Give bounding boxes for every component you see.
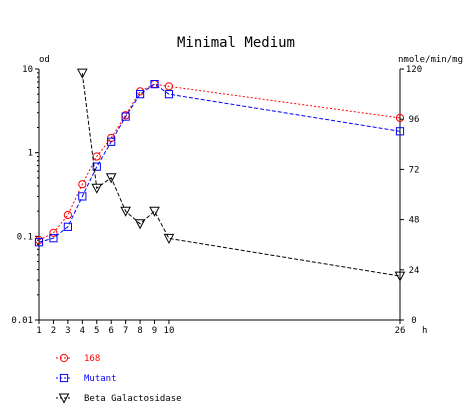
data-point: [49, 228, 58, 237]
data-point: [105, 173, 117, 184]
left-axis-tick-label: 1: [28, 149, 33, 159]
left-axis-tick-label: 0.1: [17, 232, 33, 242]
data-point: [164, 90, 174, 99]
data-point: [34, 238, 44, 247]
x-axis-tick-label: 3: [65, 326, 70, 336]
x-axis-tick-label: 8: [137, 326, 142, 336]
legend-label: Beta Galactosidase: [84, 394, 182, 404]
x-axis-tick-label: 2: [51, 326, 56, 336]
x-axis-tick-label: 7: [123, 326, 128, 336]
data-point: [394, 271, 406, 282]
legend-marker: [59, 373, 69, 383]
data-point: [120, 206, 131, 217]
x-axis-unit: h: [422, 326, 427, 336]
data-point: [135, 87, 145, 96]
left-axis-unit: od: [39, 55, 50, 65]
right-axis-tick-label: 72: [409, 165, 420, 175]
left-axis-tick-label: 0.01: [11, 316, 33, 326]
data-point: [92, 162, 101, 171]
right-axis-tick-label: 0: [411, 316, 416, 326]
series-line: [38, 83, 401, 241]
series-line: [38, 83, 401, 243]
data-point: [395, 113, 405, 123]
data-point: [63, 210, 72, 220]
right-axis-tick-label: 120: [406, 65, 422, 75]
x-axis-tick-label: 9: [152, 326, 157, 336]
left-axis-tick-label: 10: [22, 65, 33, 75]
data-point: [49, 234, 58, 243]
legend-marker: [58, 393, 70, 404]
x-axis-tick-label: 1: [36, 326, 41, 336]
right-axis-tick-label: 24: [409, 266, 420, 276]
legend-label: Mutant: [84, 374, 117, 384]
legend-marker: [59, 353, 69, 363]
data-point: [150, 79, 159, 89]
series-0: [34, 79, 405, 245]
x-axis-tick-label: 4: [80, 326, 85, 336]
data-point: [107, 137, 116, 146]
series-line: [81, 73, 401, 277]
data-point: [164, 82, 174, 91]
data-point: [395, 127, 405, 136]
series-layer: [34, 68, 406, 282]
data-point: [63, 222, 72, 231]
data-point: [78, 180, 87, 189]
data-point: [121, 112, 130, 121]
right-axis-unit: nmole/min/mg: [398, 55, 463, 65]
data-point: [163, 233, 175, 244]
x-axis-tick-label: 5: [94, 326, 99, 336]
x-axis-tick-label: 26: [395, 326, 406, 336]
legend-label: 168: [84, 354, 100, 364]
data-point: [76, 68, 88, 79]
right-axis-tick-label: 96: [409, 115, 420, 125]
data-point: [78, 192, 87, 201]
x-axis-tick-label: 6: [108, 326, 113, 336]
x-axis-tick-label: 10: [164, 326, 175, 336]
legend: 168 Mutant Beta Galactosidase: [56, 353, 182, 404]
data-point: [134, 219, 146, 230]
data-point: [91, 183, 103, 194]
series-1: [34, 79, 405, 247]
data-point: [135, 90, 145, 99]
right-axis-tick-label: 48: [409, 216, 420, 226]
data-point: [149, 206, 160, 217]
series-2: [76, 68, 406, 282]
chart-title: Minimal Medium: [177, 35, 295, 51]
